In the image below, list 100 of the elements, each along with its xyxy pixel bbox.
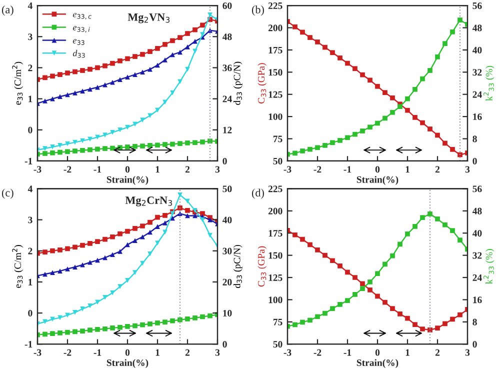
point	[110, 290, 115, 296]
y-tick-label: 200	[268, 208, 282, 214]
point	[155, 46, 160, 51]
point	[330, 258, 335, 264]
y2-tick-label: 0	[472, 158, 477, 164]
point	[125, 56, 130, 62]
point	[382, 262, 388, 267]
point	[42, 272, 48, 277]
y-tick-label: 200	[268, 24, 282, 32]
y-tick-label: 125	[268, 274, 282, 281]
annotation: Mg$_{2}$VN$_{3}$	[128, 14, 170, 24]
point	[192, 316, 198, 320]
point	[300, 30, 305, 35]
y-tick-label: 50	[273, 341, 282, 348]
line-series	[38, 211, 218, 278]
point	[102, 295, 108, 300]
point	[450, 316, 455, 322]
point	[65, 149, 70, 154]
y2-axis-title: k$^{2}$$_{33}$ (%)	[483, 66, 494, 101]
point	[102, 63, 108, 68]
y2-tick-label: 56	[472, 2, 482, 10]
point	[50, 331, 55, 336]
point	[322, 44, 328, 50]
x-tick-label: -2	[64, 166, 72, 173]
point	[368, 124, 372, 130]
legend-label: e$_{33}$	[72, 39, 84, 45]
y2-axis-title: d$_{33}$ (pC/N)	[233, 62, 242, 105]
point	[50, 144, 55, 150]
point	[435, 216, 440, 222]
y2-tick-label: 24	[222, 96, 232, 102]
point	[192, 27, 198, 32]
x-tick-label: -1	[344, 349, 352, 356]
point	[110, 130, 115, 135]
y2-tick-label: 40	[472, 46, 482, 54]
point	[118, 249, 122, 254]
point	[442, 222, 448, 228]
x-tick-label: -3	[34, 349, 42, 356]
text: (b)	[252, 6, 264, 16]
y-tick-label: 75	[273, 136, 282, 142]
point	[300, 320, 305, 325]
point	[458, 312, 462, 318]
point	[308, 146, 312, 152]
point	[315, 248, 320, 252]
point	[345, 135, 350, 140]
point	[292, 150, 298, 156]
x-axis-title: Strain(%)	[106, 359, 148, 368]
point	[375, 120, 380, 126]
point	[435, 326, 440, 331]
point	[88, 328, 92, 333]
point	[200, 22, 205, 28]
y2-tick-label: 56	[472, 186, 482, 192]
point	[185, 31, 190, 36]
point	[72, 264, 78, 270]
point	[132, 122, 138, 127]
x-tick-label: -2	[314, 166, 322, 173]
point	[185, 208, 190, 213]
x-axis-title: Strain(%)	[356, 359, 398, 368]
point	[368, 288, 372, 292]
x-axis-title: Strain(%)	[356, 176, 398, 185]
line-series	[38, 192, 218, 326]
point	[132, 54, 138, 59]
y2-tick-label: 48	[222, 34, 232, 40]
point	[162, 58, 168, 62]
x-tick-label: 3	[215, 349, 220, 356]
y-tick-label: 150	[268, 69, 282, 76]
point	[352, 66, 358, 72]
point	[155, 142, 160, 148]
x-tick-label: 0	[125, 166, 130, 173]
y2-tick-label: 32	[472, 69, 482, 76]
point	[330, 306, 335, 312]
point	[458, 152, 462, 158]
x-tick-label: 2	[435, 349, 440, 356]
point	[118, 324, 122, 330]
point	[435, 132, 440, 138]
point	[170, 318, 175, 324]
point	[322, 310, 328, 316]
point	[125, 74, 130, 80]
line-series	[288, 212, 468, 329]
point	[382, 300, 388, 305]
point	[50, 74, 55, 79]
point	[125, 144, 130, 150]
point	[360, 281, 365, 286]
point	[58, 268, 62, 274]
y2-tick-label: 8	[472, 136, 477, 142]
y-tick-label: 225	[268, 186, 282, 192]
point	[200, 211, 205, 216]
point	[125, 324, 130, 329]
point	[42, 332, 48, 337]
x-tick-label: 3	[215, 166, 220, 173]
y2-tick-label: 16	[473, 113, 482, 120]
line-series	[38, 28, 218, 106]
point	[72, 244, 78, 250]
point	[132, 238, 138, 244]
point	[308, 318, 312, 323]
point	[390, 253, 395, 258]
point	[208, 232, 212, 238]
point	[118, 77, 122, 82]
point	[345, 298, 350, 303]
point	[58, 94, 62, 100]
point	[80, 262, 85, 268]
